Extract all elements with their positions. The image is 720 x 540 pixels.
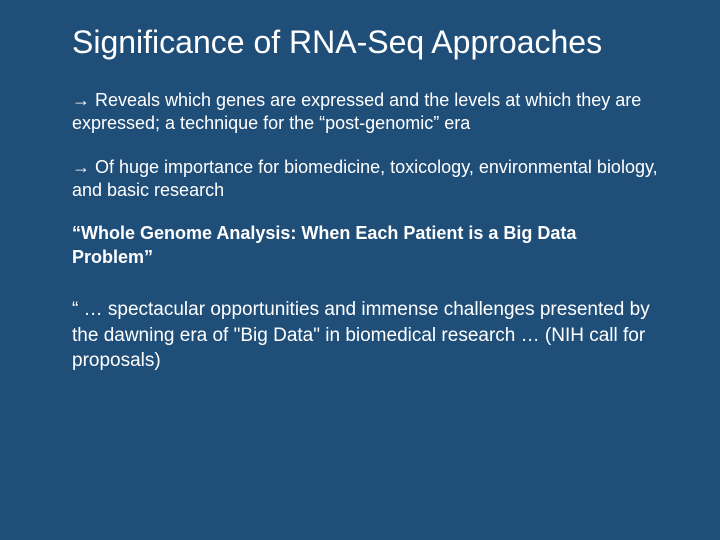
- bullet-1: → Reveals which genes are expressed and …: [72, 89, 660, 136]
- slide-title: Significance of RNA-Seq Approaches: [72, 24, 660, 61]
- quote-paragraph: “ … spectacular opportunities and immens…: [72, 297, 660, 374]
- bullet-2: → Of huge importance for biomedicine, to…: [72, 156, 660, 203]
- bold-paragraph: “Whole Genome Analysis: When Each Patien…: [72, 222, 660, 269]
